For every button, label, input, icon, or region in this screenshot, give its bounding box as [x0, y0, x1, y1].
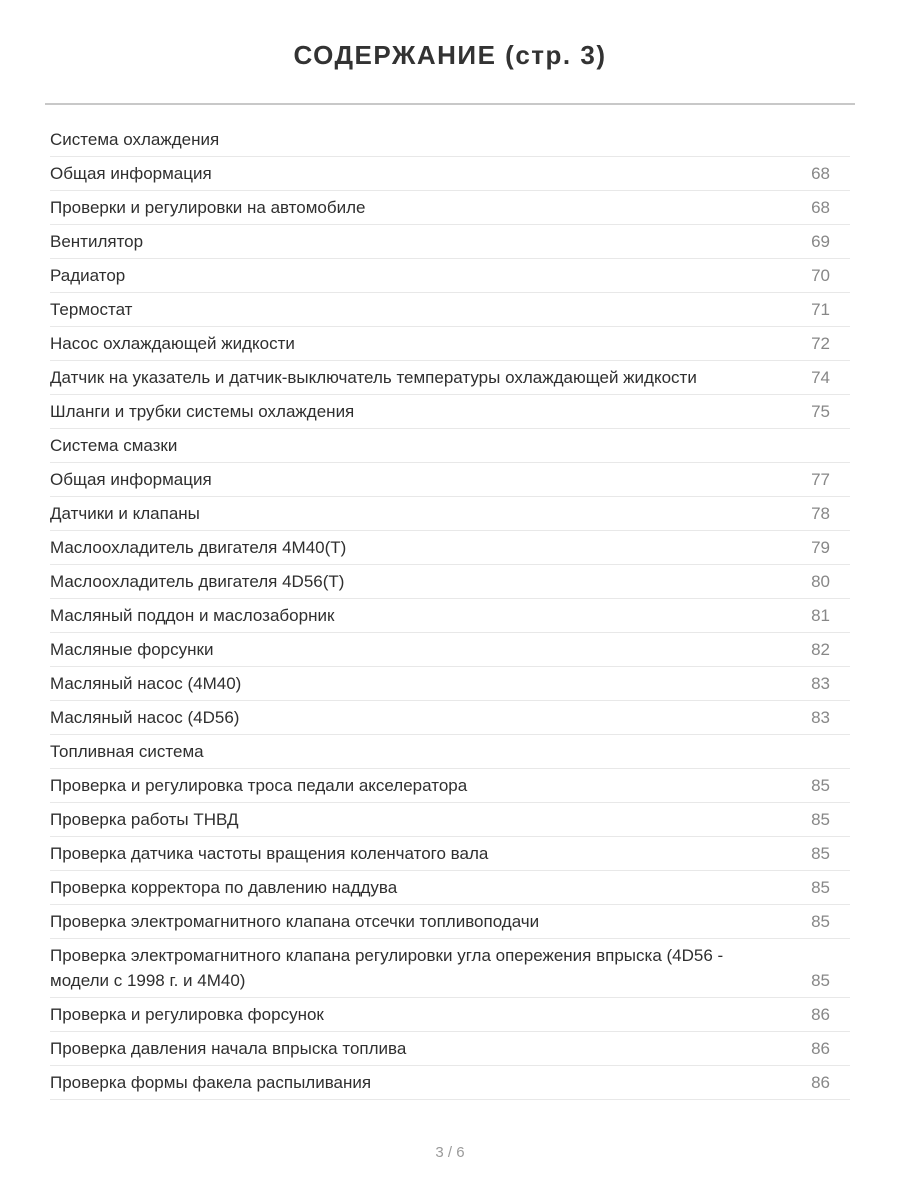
- toc-entry-label: Общая информация: [50, 164, 212, 183]
- toc-entry-label: Проверка датчика частоты вращения коленч…: [50, 844, 489, 863]
- toc-entry-label: Система охлаждения: [50, 130, 220, 149]
- toc-entry-label: Масляный насос (4D56): [50, 708, 240, 727]
- toc-entry-page: 86: [811, 1039, 830, 1058]
- toc-entry-label: Насос охлаждающей жидкости: [50, 334, 295, 353]
- toc-entry-page: 85: [811, 878, 830, 897]
- toc-row[interactable]: Проверка формы факела распыливания 86: [50, 1066, 850, 1100]
- toc-row[interactable]: Общая информация 77: [50, 463, 850, 497]
- toc-entry-label: Топливная система: [50, 742, 204, 761]
- toc-entry-page: 71: [811, 300, 830, 319]
- toc-page: СОДЕРЖАНИЕ (стр. 3) Система охлаждения О…: [45, 40, 855, 1161]
- toc-entry-label: Проверка формы факела распыливания: [50, 1073, 372, 1092]
- toc-entry-page: 81: [811, 606, 830, 625]
- toc-entry-label: Маслоохладитель двигателя 4D56(Т): [50, 572, 345, 591]
- toc-entry-page: 74: [811, 368, 830, 387]
- toc-row[interactable]: Топливная система: [50, 735, 850, 769]
- toc-row[interactable]: Проверка электромагнитного клапана регул…: [50, 939, 850, 998]
- toc-row[interactable]: Система смазки: [50, 429, 850, 463]
- toc-entry-label: Вентилятор: [50, 232, 144, 251]
- toc-entry-page: 85: [811, 810, 830, 829]
- toc-row[interactable]: Насос охлаждающей жидкости 72: [50, 327, 850, 361]
- toc-entry-page: 85: [811, 844, 830, 863]
- toc-row[interactable]: Проверка работы ТНВД 85: [50, 803, 850, 837]
- toc-row[interactable]: Датчики и клапаны 78: [50, 497, 850, 531]
- toc-entry-page: 69: [811, 232, 830, 251]
- toc-entry-page: 86: [811, 1005, 830, 1024]
- toc-entry-label: Датчик на указатель и датчик-выключатель…: [50, 368, 697, 387]
- toc-row[interactable]: Масляный насос (4М40) 83: [50, 667, 850, 701]
- toc-row[interactable]: Радиатор 70: [50, 259, 850, 293]
- toc-entry-label: Радиатор: [50, 266, 126, 285]
- toc-entry-page: 82: [811, 640, 830, 659]
- title-divider: [45, 103, 855, 105]
- toc-entry-page: 78: [811, 504, 830, 523]
- toc-entry-page: 75: [811, 402, 830, 421]
- toc-list: Система охлаждения Общая информация 68 П…: [50, 123, 850, 1100]
- toc-entry-page: 85: [811, 776, 830, 795]
- toc-entry-page: 72: [811, 334, 830, 353]
- toc-entry-label: Масляные форсунки: [50, 640, 214, 659]
- toc-entry-label: Маслоохладитель двигателя 4М40(Т): [50, 538, 347, 557]
- toc-entry-page: 68: [811, 198, 830, 217]
- toc-entry-label: Проверка давления начала впрыска топлива: [50, 1039, 407, 1058]
- toc-row[interactable]: Проверка электромагнитного клапана отсеч…: [50, 905, 850, 939]
- toc-row[interactable]: Общая информация 68: [50, 157, 850, 191]
- toc-row[interactable]: Шланги и трубки системы охлаждения 75: [50, 395, 850, 429]
- toc-entry-label: Проверка и регулировка форсунок: [50, 1005, 324, 1024]
- toc-entry-label: Масляный поддон и маслозаборник: [50, 606, 335, 625]
- toc-row[interactable]: Датчик на указатель и датчик-выключатель…: [50, 361, 850, 395]
- toc-entry-label: Проверки и регулировки на автомобиле: [50, 198, 366, 217]
- toc-entry-page: 83: [811, 708, 830, 727]
- toc-entry-page: 85: [811, 971, 830, 990]
- toc-entry-label: Масляный насос (4М40): [50, 674, 242, 693]
- toc-entry-label: Система смазки: [50, 436, 178, 455]
- toc-row[interactable]: Проверка и регулировка форсунок 86: [50, 998, 850, 1032]
- toc-row[interactable]: Проверка давления начала впрыска топлива…: [50, 1032, 850, 1066]
- toc-row[interactable]: Масляные форсунки 82: [50, 633, 850, 667]
- toc-entry-page: 86: [811, 1073, 830, 1092]
- toc-entry-page: 83: [811, 674, 830, 693]
- toc-row[interactable]: Маслоохладитель двигателя 4D56(Т) 80: [50, 565, 850, 599]
- toc-row[interactable]: Проверка корректора по давлению наддува …: [50, 871, 850, 905]
- toc-entry-label: Проверка корректора по давлению наддува: [50, 878, 398, 897]
- toc-entry-label: Датчики и клапаны: [50, 504, 200, 523]
- toc-entry-page: 79: [811, 538, 830, 557]
- toc-entry-label: Проверка работы ТНВД: [50, 810, 239, 829]
- toc-entry-page: 80: [811, 572, 830, 591]
- toc-entry-page: 85: [811, 912, 830, 931]
- toc-row[interactable]: Вентилятор 69: [50, 225, 850, 259]
- toc-row[interactable]: Масляный поддон и маслозаборник 81: [50, 599, 850, 633]
- page-title: СОДЕРЖАНИЕ (стр. 3): [293, 40, 607, 70]
- toc-entry-label: Проверка электромагнитного клапана отсеч…: [50, 912, 540, 931]
- toc-row[interactable]: Проверки и регулировки на автомобиле 68: [50, 191, 850, 225]
- page-indicator: 3 / 6: [435, 1144, 465, 1161]
- toc-entry-label: Проверка электромагнитного клапана регул…: [50, 946, 724, 990]
- toc-entry-page: 68: [811, 164, 830, 183]
- toc-entry-label: Общая информация: [50, 470, 212, 489]
- toc-entry-page: 70: [811, 266, 830, 285]
- toc-row[interactable]: Проверка и регулировка троса педали аксе…: [50, 769, 850, 803]
- toc-entry-label: Термостат: [50, 300, 133, 319]
- toc-row[interactable]: Масляный насос (4D56) 83: [50, 701, 850, 735]
- toc-entry-label: Шланги и трубки системы охлаждения: [50, 402, 355, 421]
- toc-row[interactable]: Проверка датчика частоты вращения коленч…: [50, 837, 850, 871]
- toc-row[interactable]: Термостат 71: [50, 293, 850, 327]
- toc-entry-label: Проверка и регулировка троса педали аксе…: [50, 776, 468, 795]
- toc-entry-page: 77: [811, 470, 830, 489]
- toc-row[interactable]: Система охлаждения: [50, 123, 850, 157]
- toc-row[interactable]: Маслоохладитель двигателя 4М40(Т) 79: [50, 531, 850, 565]
